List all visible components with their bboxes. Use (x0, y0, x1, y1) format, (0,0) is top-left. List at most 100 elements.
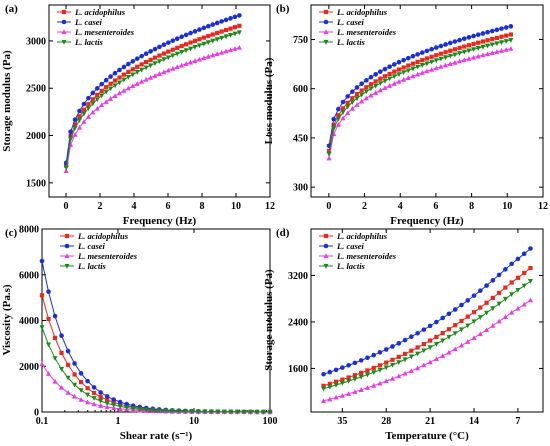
data-point (490, 278, 496, 283)
data-point (326, 155, 332, 161)
data-point (387, 64, 392, 69)
data-point (503, 25, 509, 30)
data-point (429, 59, 435, 65)
legend-marker (323, 39, 329, 45)
data-point (267, 409, 273, 415)
data-point (192, 44, 198, 50)
series-line (41, 327, 270, 413)
data-point (410, 53, 416, 59)
series-line (65, 47, 240, 171)
data-point (421, 348, 427, 354)
data-point (72, 382, 78, 388)
data-point (358, 374, 364, 380)
data-point (391, 80, 397, 86)
data-point (390, 344, 395, 349)
data-point (359, 88, 364, 93)
data-point (349, 100, 355, 106)
data-point (405, 75, 411, 80)
data-point (179, 43, 184, 49)
data-point (333, 367, 339, 373)
data-point (352, 389, 358, 394)
data-point (340, 106, 346, 111)
legend-entry: L. acidophilus (336, 231, 388, 241)
data-point (358, 387, 364, 392)
data-point (496, 301, 502, 307)
x-axis-title: Temperature (°C) (385, 430, 469, 442)
data-point (81, 101, 87, 107)
legend-marker (64, 233, 70, 239)
data-point (438, 51, 444, 56)
data-point (143, 65, 149, 71)
data-point (94, 105, 100, 111)
data-point (130, 59, 136, 64)
data-point (63, 165, 69, 171)
data-point (421, 341, 426, 347)
data-point (496, 272, 502, 278)
data-point (352, 360, 358, 366)
data-point (78, 396, 84, 402)
legend-marker (64, 263, 70, 269)
data-point (396, 341, 402, 346)
data-point (117, 404, 123, 410)
data-point (408, 354, 414, 360)
data-point (197, 37, 202, 42)
data-point (215, 409, 221, 415)
data-point (134, 56, 140, 61)
data-point (465, 298, 471, 303)
data-point (368, 92, 374, 98)
data-point (68, 129, 73, 134)
data-point (46, 289, 51, 294)
data-point (476, 40, 481, 45)
data-point (179, 49, 185, 55)
data-point (98, 398, 104, 404)
data-point (378, 69, 383, 74)
data-point (499, 40, 505, 45)
data-point (402, 337, 408, 343)
data-point (415, 365, 421, 371)
data-point (391, 74, 397, 80)
data-point (364, 385, 370, 390)
data-point (156, 59, 162, 65)
series-l--casei (63, 13, 242, 166)
y-tick-label: 1600 (288, 364, 308, 375)
data-point (383, 378, 389, 384)
y-tick-label: 600 (293, 84, 308, 95)
legend-marker (64, 243, 70, 249)
data-point (371, 365, 376, 371)
data-point (377, 350, 383, 355)
data-point (373, 83, 379, 89)
data-point (477, 288, 483, 293)
legend-entry: L. lactis (336, 37, 366, 47)
y-tick-label: 4000 (19, 316, 39, 327)
data-point (371, 370, 377, 376)
data-point (201, 41, 207, 47)
data-point (409, 334, 414, 340)
data-point (477, 331, 483, 337)
data-point (116, 90, 122, 96)
data-point (485, 38, 490, 43)
data-point (117, 75, 122, 80)
data-point (86, 102, 91, 107)
data-point (365, 368, 370, 373)
legend-entry: L. casei (336, 17, 365, 27)
data-point (46, 316, 51, 322)
data-point (163, 408, 169, 414)
data-point (359, 81, 364, 87)
data-point (321, 398, 327, 404)
data-point (72, 361, 77, 366)
data-point (421, 327, 427, 332)
data-point (39, 325, 45, 331)
data-point (427, 323, 433, 329)
data-point (94, 86, 100, 91)
data-point (223, 17, 229, 23)
data-point (52, 378, 58, 384)
data-point (354, 96, 360, 102)
data-point (480, 52, 486, 58)
data-point (497, 290, 502, 295)
data-point (206, 23, 211, 29)
data-point (331, 126, 337, 132)
data-point (384, 360, 389, 365)
x-tick-label: 8 (200, 201, 205, 212)
data-point (452, 346, 458, 352)
